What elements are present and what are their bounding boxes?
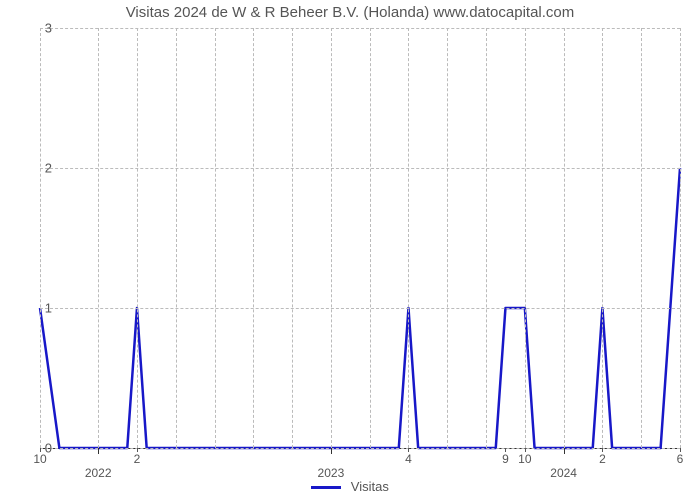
xtick-label-minor: 10 [33, 452, 46, 466]
xtick [331, 448, 332, 454]
xtick-label-major: 2023 [318, 466, 345, 480]
gridline-v [331, 28, 332, 448]
xtick-label-minor: 10 [518, 452, 531, 466]
gridline-v [602, 28, 603, 448]
ytick-label: 3 [28, 21, 52, 36]
ytick-label: 2 [28, 161, 52, 176]
xtick-label-minor: 4 [405, 452, 412, 466]
gridline-v [137, 28, 138, 448]
gridline-v [176, 28, 177, 448]
gridline-v [98, 28, 99, 448]
gridline-v [564, 28, 565, 448]
xtick-label-minor: 2 [134, 452, 141, 466]
xtick-label-minor: 6 [677, 452, 684, 466]
gridline-v [525, 28, 526, 448]
gridline-v [680, 28, 681, 448]
xtick-label-minor: 2 [599, 452, 606, 466]
xtick-label-major: 2022 [85, 466, 112, 480]
chart: Visitas 2024 de W & R Beheer B.V. (Holan… [0, 0, 700, 500]
gridline-v [40, 28, 41, 448]
gridline-v [447, 28, 448, 448]
gridline-v [215, 28, 216, 448]
legend: Visitas [0, 479, 700, 494]
gridline-v [253, 28, 254, 448]
xtick [564, 448, 565, 454]
gridline-v [370, 28, 371, 448]
xtick-label-major: 2024 [550, 466, 577, 480]
ytick-label: 1 [28, 301, 52, 316]
chart-title: Visitas 2024 de W & R Beheer B.V. (Holan… [0, 4, 700, 21]
gridline-v [486, 28, 487, 448]
gridline-v [408, 28, 409, 448]
legend-swatch [311, 486, 341, 489]
gridline-v [292, 28, 293, 448]
legend-label: Visitas [351, 479, 389, 494]
plot-area [40, 28, 680, 449]
xtick-label-minor: 9 [502, 452, 509, 466]
xtick [98, 448, 99, 454]
gridline-v [641, 28, 642, 448]
